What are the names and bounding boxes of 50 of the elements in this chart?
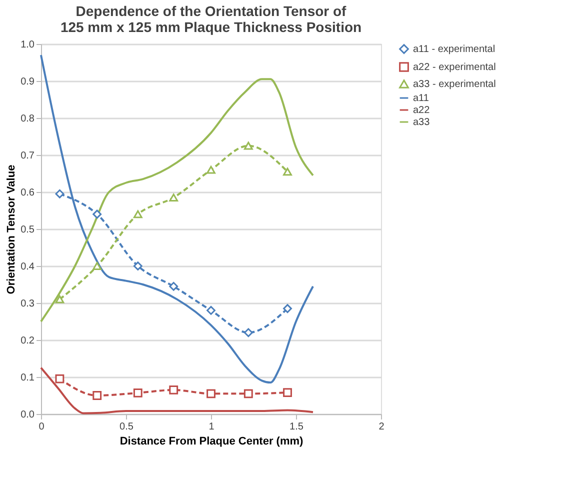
point [244,389,253,398]
y-tick-label: 0.5 [20,224,35,236]
y-tick-label: 0.6 [20,188,35,198]
y-tick-label: 0.2 [20,336,35,346]
y-tick-label: 0.1 [20,372,35,384]
x-axis-title: Distance From Plaque Center (mm) [120,436,304,448]
y-tick-label: 1.0 [20,40,35,50]
line-series [40,78,314,322]
x-tick-label: 1 [208,422,215,432]
point [55,189,64,198]
point [283,304,292,314]
point [133,388,142,398]
point [283,388,292,397]
x-tick-label: 0.5 [120,422,134,432]
y-axis-title: Orientation Tensor Value [6,164,18,294]
point [244,142,253,150]
point [244,328,253,338]
y-tick-label: 0.9 [20,76,35,88]
y-tick-label: 0.0 [20,410,35,420]
legend-label: a33 - experimental [413,79,496,90]
legend-label: a11 - experimental [413,44,496,55]
point [283,168,292,176]
point [92,210,102,219]
point [206,389,216,398]
point [169,194,178,202]
legend-label: a11 [413,93,430,104]
point [92,262,102,270]
text: Dependence of the Orientation Tensor of [76,3,346,19]
point [133,210,142,218]
x-tick-label: 0 [38,422,45,432]
y-tick-label: 0.7 [20,150,35,162]
point [92,391,102,400]
line-series [40,54,314,384]
legend-label: a22 [413,105,430,116]
point [169,385,178,394]
text: 125 mm x 125 mm Plaque Thickness Position [60,19,362,35]
point [206,306,216,315]
line-series [40,366,314,414]
x-tick-label: 2 [378,422,385,432]
point [206,166,216,174]
point [55,295,64,304]
x-tick-label: 1.5 [290,422,304,432]
point [169,282,178,291]
point [55,374,64,384]
point [133,262,142,270]
legend-label: a33 [413,117,430,128]
y-tick-label: 0.4 [20,262,35,272]
legend-label: a22 - experimental [413,62,496,73]
y-tick-label: 0.3 [20,298,35,310]
y-tick-label: 0.8 [20,114,35,124]
